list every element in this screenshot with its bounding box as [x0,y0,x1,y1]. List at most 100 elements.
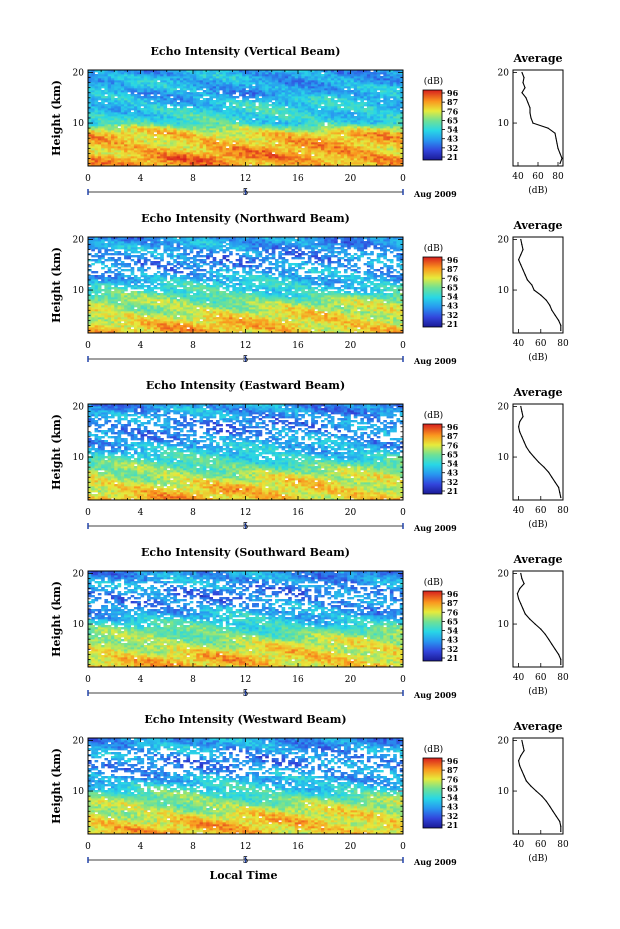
heatmap-cell [307,162,312,165]
heatmap-cell [265,118,269,121]
heatmap-cell [238,72,243,75]
heatmap-cell [179,120,184,123]
heatmap-cell [357,112,361,115]
heatmap-cell [294,136,299,139]
heatmap-cell [88,110,92,113]
heatmap-cell [389,164,394,167]
heatmap-cell [222,148,227,151]
heatmap-cell [255,126,259,129]
heatmap-cell [252,128,256,131]
heatmap-cell [373,92,378,95]
heatmap-cell [320,126,325,129]
heatmap-cell [393,84,397,87]
heatmap-cell [215,70,220,73]
heatmap-cell [170,116,174,119]
heatmap-cell [114,148,118,151]
heatmap-cell [212,327,217,330]
heatmap-cell [261,100,266,103]
heatmap-cell [320,160,325,163]
heatmap-cell [320,110,325,113]
heatmap-cell [91,128,95,131]
heatmap-cell [357,162,361,165]
heatmap-cell [229,331,233,334]
heatmap-cell [330,152,335,155]
heatmap-cell [147,132,151,135]
heatmap-cell [357,80,361,83]
heatmap-cell [301,96,305,99]
heatmap-cell [255,72,259,75]
heatmap-cell [370,90,374,93]
heatmap-cell [324,162,328,165]
heatmap-cell [143,154,148,157]
heatmap-cell [196,112,200,115]
heatmap-cell [294,126,299,129]
heatmap-cell [193,152,197,155]
heatmap-cell [202,112,207,115]
heatmap-cell [193,98,197,101]
heatmap-cell [340,138,345,141]
heatmap-cell [124,88,128,91]
heatmap-cell [97,152,102,155]
heatmap-cell [291,122,296,125]
heatmap-cell [140,329,145,332]
heatmap-cell [232,102,237,105]
heatmap-cell [281,164,286,167]
heatmap-cell [163,72,168,75]
heatmap-cell [350,124,355,127]
heatmap-cell [124,136,128,139]
heatmap-cell [366,136,371,139]
heatmap-cell [186,114,191,117]
heatmap-cell [320,134,325,137]
heatmap-cell [186,162,191,165]
heatmap-cell [311,120,315,123]
heatmap-cell [212,112,217,115]
heatmap-cell [343,104,348,107]
heatmap-cell [238,80,243,83]
heatmap-cell [127,331,132,334]
heatmap-cell [317,82,322,85]
heatmap-cell [209,140,214,143]
heatmap-cell [255,162,259,165]
heatmap-cell [278,88,282,91]
heatmap-cell [383,78,387,81]
heatmap-cell [275,78,279,81]
profile-y-tick-label: 10 [498,119,510,129]
heatmap-cell [340,90,345,93]
heatmap-cell [140,88,145,91]
heatmap-cell [370,116,374,119]
heatmap-cell [88,98,92,101]
heatmap-cell [330,112,335,115]
heatmap-cell [88,118,92,121]
heatmap-cell [275,130,279,133]
heatmap-cell [147,122,151,125]
heatmap-cell [278,331,282,334]
heatmap-cell [314,100,319,103]
heatmap-cell [324,100,328,103]
heatmap-cell [334,112,338,115]
heatmap-cell [186,124,191,127]
heatmap-cell [114,152,118,155]
heatmap-cell [294,104,299,107]
heatmap-cell [232,74,237,77]
heatmap-cell [350,86,355,89]
heatmap-cell [183,116,187,119]
heatmap-cell [91,136,95,139]
heatmap-cell [298,82,302,85]
heatmap-cell [196,114,200,117]
heatmap-cell [88,92,92,95]
heatmap-cell [179,138,184,141]
heatmap-cell [353,144,358,147]
heatmap-cell [173,144,177,147]
heatmap-cell [327,100,332,103]
heatmap-cell [294,331,299,334]
heatmap-cell [101,136,105,139]
heatmap-cell [153,124,158,127]
heatmap-cell [396,329,401,332]
heatmap-cell [117,128,122,131]
heatmap-cell [107,82,112,85]
heatmap-cell [324,327,328,330]
heatmap-cell [130,150,135,153]
heatmap-cell [252,100,256,103]
heatmap-cell [153,78,158,81]
heatmap-cell [173,154,177,157]
